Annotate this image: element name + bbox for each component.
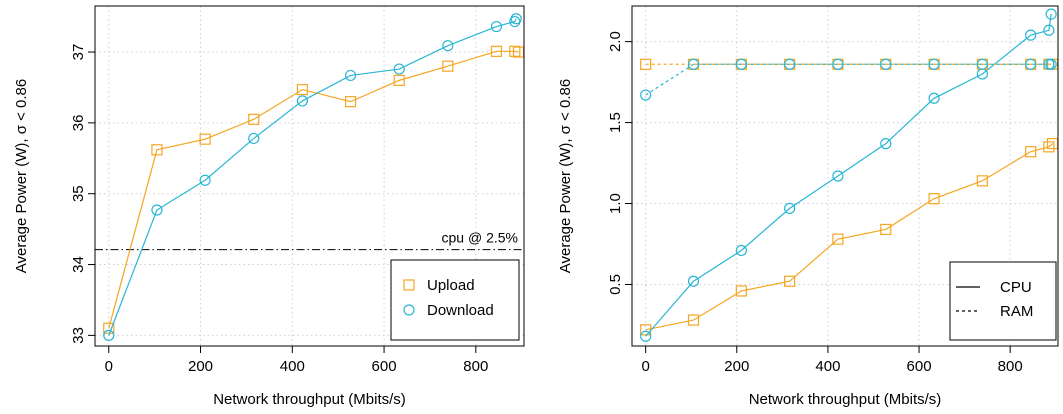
- data-point-upload: [512, 46, 525, 58]
- data-point-upload: [248, 113, 260, 125]
- data-point-upload: [151, 144, 163, 156]
- left-chart: 0 200 400 600 800 33 34 35 36 37 Network throughpu…: [13, 5, 525, 408]
- data-point-ram-download: [1045, 58, 1057, 70]
- legend-label-ram: RAM: [1000, 303, 1033, 320]
- y-tick-label: 2.0: [607, 31, 624, 52]
- data-point-cpu-upload: [928, 193, 940, 205]
- legend-marker-upload: [403, 279, 415, 291]
- data-point-upload: [199, 133, 211, 145]
- data-point-ram-download: [784, 58, 796, 70]
- legend-marker-download: [403, 304, 415, 316]
- data-point-cpu-upload: [1043, 141, 1055, 153]
- data-point-ram-upload: [640, 58, 652, 70]
- data-point-cpu-download: [880, 138, 892, 150]
- legend: CPU RAM: [949, 261, 1057, 341]
- data-point-ram-download: [1025, 58, 1037, 70]
- series-line-download: [108, 18, 517, 336]
- data-point-cpu-download: [687, 275, 700, 287]
- data-point-upload: [344, 96, 357, 108]
- data-point-cpu-download: [832, 170, 844, 182]
- y-tick-label: 35: [70, 185, 87, 202]
- x-axis-title: Network throughput (Mbits/s): [749, 391, 942, 408]
- legend-label-cpu: CPU: [1000, 279, 1032, 296]
- data-point-cpu-upload: [832, 233, 844, 245]
- data-point-upload: [490, 45, 503, 57]
- series-line-ram-download: [645, 63, 1052, 96]
- plot-frame: [631, 5, 1059, 347]
- x-axis-title: Network throughput (Mbits/s): [213, 391, 406, 408]
- data-point-upload: [103, 322, 115, 334]
- x-tick-label: 600: [907, 358, 932, 375]
- reference-line-label: cpu @ 2.5%: [442, 230, 518, 246]
- data-point-ram-download: [928, 58, 940, 70]
- plot-frame: [94, 5, 525, 347]
- data-point-ram-download: [832, 58, 844, 70]
- data-point-download: [151, 204, 163, 216]
- data-point-download: [103, 329, 115, 341]
- x-tick-label: 200: [724, 358, 749, 375]
- data-point-download: [510, 13, 522, 25]
- data-point-cpu-upload: [880, 223, 892, 236]
- y-tick-label: 0.5: [607, 274, 624, 295]
- data-point-cpu-download: [928, 92, 940, 104]
- legend-box: [390, 259, 520, 341]
- data-point-ram-download: [640, 89, 652, 101]
- series-line-cpu-upload: [645, 143, 1053, 331]
- x-tick-label: 400: [815, 358, 840, 375]
- data-point-cpu-download: [1045, 8, 1057, 20]
- x-tick-label: 400: [280, 358, 305, 375]
- y-tick-label: 34: [70, 256, 87, 273]
- y-tick-label: 36: [70, 115, 87, 132]
- data-point-cpu-upload: [735, 285, 747, 297]
- data-point-ram-download: [735, 58, 747, 70]
- legend-label-upload: Upload: [427, 277, 475, 294]
- data-point-cpu-download: [640, 330, 652, 342]
- data-point-cpu-upload: [976, 175, 988, 187]
- data-point-cpu-download: [1043, 24, 1055, 36]
- legend-box: [949, 261, 1057, 341]
- data-point-download: [199, 174, 211, 186]
- series-line-upload: [108, 50, 519, 329]
- data-point-download: [296, 95, 308, 107]
- data-point-upload: [442, 60, 454, 72]
- x-tick-label: 0: [641, 358, 649, 375]
- data-point-cpu-upload: [784, 275, 796, 287]
- y-tick-label: 33: [70, 327, 87, 344]
- data-point-download: [442, 40, 454, 52]
- data-point-download: [490, 20, 503, 33]
- x-tick-label: 200: [188, 358, 213, 375]
- data-point-cpu-download: [784, 202, 796, 214]
- data-point-cpu-download: [735, 244, 747, 257]
- data-point-upload: [393, 74, 405, 86]
- y-tick-label: 37: [70, 44, 87, 61]
- x-tick-label: 800: [998, 358, 1023, 375]
- data-point-upload: [509, 45, 521, 57]
- x-tick-label: 800: [463, 358, 488, 375]
- x-tick-label: 600: [372, 358, 397, 375]
- y-axis-title: Average Power (W), σ < 0.86: [13, 79, 30, 273]
- data-point-cpu-download: [1025, 29, 1037, 41]
- y-axis-title: Average Power (W), σ < 0.86: [557, 79, 574, 273]
- data-point-cpu-upload: [1025, 146, 1037, 158]
- legend-label-download: Download: [427, 302, 494, 319]
- data-point-ram-download: [880, 58, 892, 70]
- series-line-cpu-download: [645, 14, 1052, 337]
- y-tick-label: 1.5: [607, 112, 624, 133]
- data-point-cpu-upload: [687, 314, 700, 326]
- data-point-ram-download: [687, 58, 700, 70]
- data-point-download: [248, 132, 260, 145]
- right-chart: 0 200 400 600 800 0.5 1.0 1.5 2.0 Network through…: [557, 5, 1059, 408]
- data-point-download: [393, 63, 405, 75]
- data-point-download: [344, 69, 357, 82]
- x-tick-label: 0: [105, 358, 113, 375]
- data-point-upload: [296, 83, 308, 96]
- data-point-ram-download: [976, 58, 988, 70]
- y-tick-label: 1.0: [607, 193, 624, 214]
- legend: Upload Download: [390, 259, 520, 341]
